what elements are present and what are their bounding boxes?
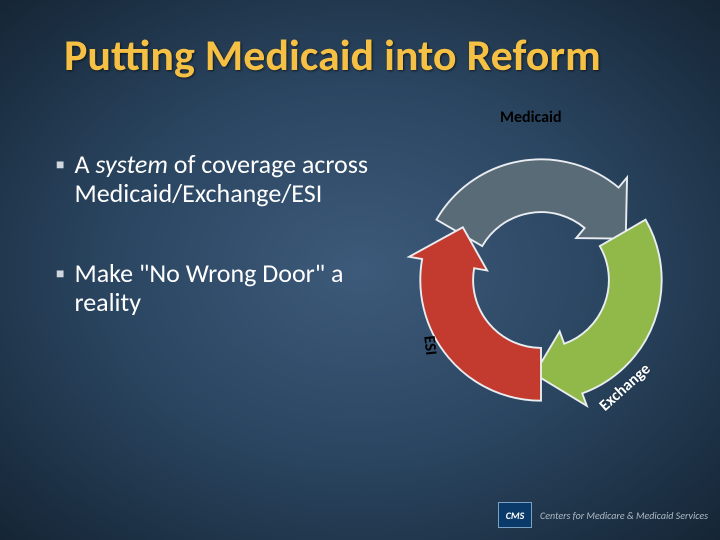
cms-text: Centers for Medicare & Medicaid Services — [540, 509, 708, 522]
cycle-diagram — [376, 115, 706, 445]
bullet-text: A system of coverage across Medicaid/Exc… — [74, 150, 386, 207]
footer-logo: CMS Centers for Medicare & Medicaid Serv… — [498, 502, 708, 528]
bullet-text: Make "No Wrong Door" a reality — [74, 259, 386, 316]
cycle-arrow — [409, 227, 541, 400]
cycle-label-medicaid: Medicaid — [500, 108, 562, 127]
bullet-marker: ■ — [56, 259, 64, 289]
cycle-label-esi: ESI — [419, 335, 440, 356]
list-item: ■ Make "No Wrong Door" a reality — [56, 259, 386, 316]
bullet-marker: ■ — [56, 150, 64, 180]
slide-title: Putting Medicaid into Reform — [64, 28, 601, 82]
cms-badge-icon: CMS — [498, 502, 532, 528]
bullet-list: ■ A system of coverage across Medicaid/E… — [56, 150, 386, 368]
list-item: ■ A system of coverage across Medicaid/E… — [56, 150, 386, 207]
